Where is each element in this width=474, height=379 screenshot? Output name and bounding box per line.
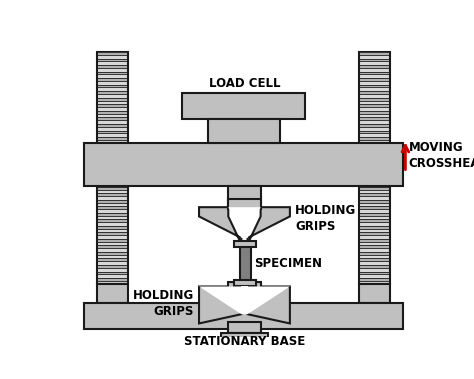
Bar bbox=[220, 333, 268, 345]
Bar bbox=[98, 124, 128, 127]
Bar bbox=[98, 65, 128, 68]
Polygon shape bbox=[241, 287, 247, 314]
Bar bbox=[360, 213, 389, 216]
Bar bbox=[98, 72, 128, 74]
Bar bbox=[360, 278, 389, 281]
Bar bbox=[98, 252, 128, 255]
Bar bbox=[98, 239, 128, 242]
Bar bbox=[97, 52, 128, 143]
Polygon shape bbox=[247, 207, 290, 244]
Bar bbox=[182, 93, 305, 119]
Bar bbox=[98, 200, 128, 202]
Bar bbox=[228, 186, 261, 207]
Bar bbox=[98, 219, 128, 222]
Bar bbox=[83, 143, 403, 186]
Bar bbox=[360, 206, 389, 209]
Bar bbox=[98, 117, 128, 120]
Bar bbox=[360, 65, 389, 68]
Bar bbox=[360, 252, 389, 255]
Bar bbox=[98, 206, 128, 209]
Bar bbox=[83, 304, 403, 329]
Text: MOVING
CROSSHEAD: MOVING CROSSHEAD bbox=[409, 141, 474, 170]
Bar bbox=[360, 130, 389, 133]
Bar bbox=[360, 91, 389, 94]
Bar bbox=[360, 246, 389, 248]
Bar bbox=[360, 104, 389, 107]
Bar bbox=[98, 232, 128, 235]
Bar bbox=[360, 239, 389, 242]
Bar bbox=[98, 265, 128, 268]
Bar bbox=[228, 282, 261, 288]
Bar bbox=[228, 322, 261, 333]
Bar bbox=[360, 117, 389, 120]
Bar bbox=[360, 232, 389, 235]
Text: HOLDING
GRIPS: HOLDING GRIPS bbox=[132, 289, 194, 318]
Bar bbox=[98, 271, 128, 274]
Bar bbox=[359, 52, 390, 143]
Bar bbox=[98, 104, 128, 107]
Bar bbox=[97, 284, 128, 304]
Text: SPECIMEN: SPECIMEN bbox=[255, 257, 322, 270]
Bar bbox=[98, 98, 128, 100]
Bar bbox=[98, 258, 128, 261]
Text: LOAD CELL: LOAD CELL bbox=[209, 77, 280, 91]
Bar bbox=[360, 226, 389, 229]
Bar bbox=[98, 52, 128, 55]
Bar bbox=[360, 98, 389, 100]
Bar bbox=[235, 241, 256, 247]
Bar bbox=[98, 78, 128, 81]
Polygon shape bbox=[228, 207, 261, 238]
Bar bbox=[360, 258, 389, 261]
Bar bbox=[98, 85, 128, 88]
Bar bbox=[360, 52, 389, 55]
Bar bbox=[98, 130, 128, 133]
Bar bbox=[360, 265, 389, 268]
Polygon shape bbox=[199, 207, 241, 244]
Polygon shape bbox=[199, 287, 290, 314]
Bar bbox=[208, 119, 280, 143]
Bar bbox=[360, 124, 389, 127]
Bar bbox=[98, 226, 128, 229]
Bar bbox=[98, 213, 128, 216]
Bar bbox=[360, 59, 389, 61]
Bar bbox=[360, 111, 389, 114]
Bar bbox=[360, 271, 389, 274]
Bar bbox=[98, 246, 128, 248]
Text: STATIONARY BASE: STATIONARY BASE bbox=[184, 335, 305, 348]
Bar bbox=[360, 200, 389, 202]
Bar bbox=[235, 280, 256, 287]
Bar bbox=[360, 193, 389, 196]
Bar bbox=[98, 91, 128, 94]
Bar bbox=[240, 243, 251, 283]
Bar bbox=[360, 85, 389, 88]
Bar bbox=[360, 72, 389, 74]
Bar bbox=[98, 137, 128, 140]
Bar bbox=[97, 186, 128, 284]
Bar bbox=[98, 59, 128, 61]
Bar bbox=[359, 186, 390, 284]
Bar bbox=[98, 193, 128, 196]
Bar bbox=[98, 278, 128, 281]
Bar bbox=[360, 137, 389, 140]
Bar bbox=[98, 111, 128, 114]
Bar bbox=[359, 284, 390, 304]
Bar bbox=[360, 219, 389, 222]
Bar bbox=[98, 187, 128, 190]
Polygon shape bbox=[199, 287, 241, 323]
Bar bbox=[360, 78, 389, 81]
Bar bbox=[360, 187, 389, 190]
Polygon shape bbox=[247, 287, 290, 323]
Text: HOLDING
GRIPS: HOLDING GRIPS bbox=[295, 204, 356, 233]
Bar bbox=[228, 199, 261, 209]
